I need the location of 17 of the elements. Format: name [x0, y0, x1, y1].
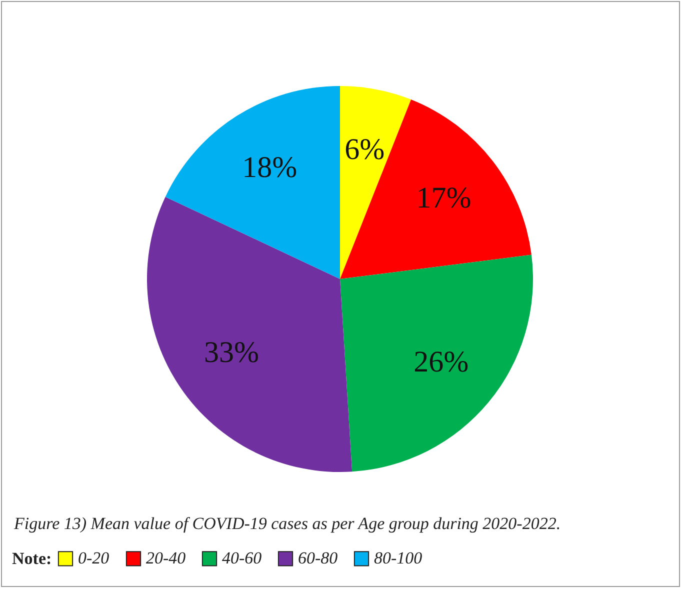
pie-slice — [165, 86, 340, 279]
legend-label: 0-20 — [78, 548, 110, 568]
pie-slice — [340, 100, 532, 279]
pie-slice — [340, 254, 533, 472]
legend-label: 80-100 — [374, 548, 423, 568]
legend-label: 20-40 — [146, 548, 186, 568]
data-label: 6% — [344, 133, 385, 166]
caption: Figure 13) Mean value of COVID-19 cases as per Age group during 2020-2022. — [14, 514, 561, 534]
data-label: 33% — [204, 336, 259, 369]
legend-label: 40-60 — [222, 548, 262, 568]
pie-slice — [340, 86, 412, 279]
legend-title: Note: — [12, 549, 52, 568]
legend-label: 60-80 — [298, 548, 338, 568]
data-label: 26% — [414, 346, 469, 379]
data-label: 17% — [416, 182, 472, 215]
pie-slice — [147, 196, 352, 472]
data-label: 18% — [242, 151, 298, 184]
